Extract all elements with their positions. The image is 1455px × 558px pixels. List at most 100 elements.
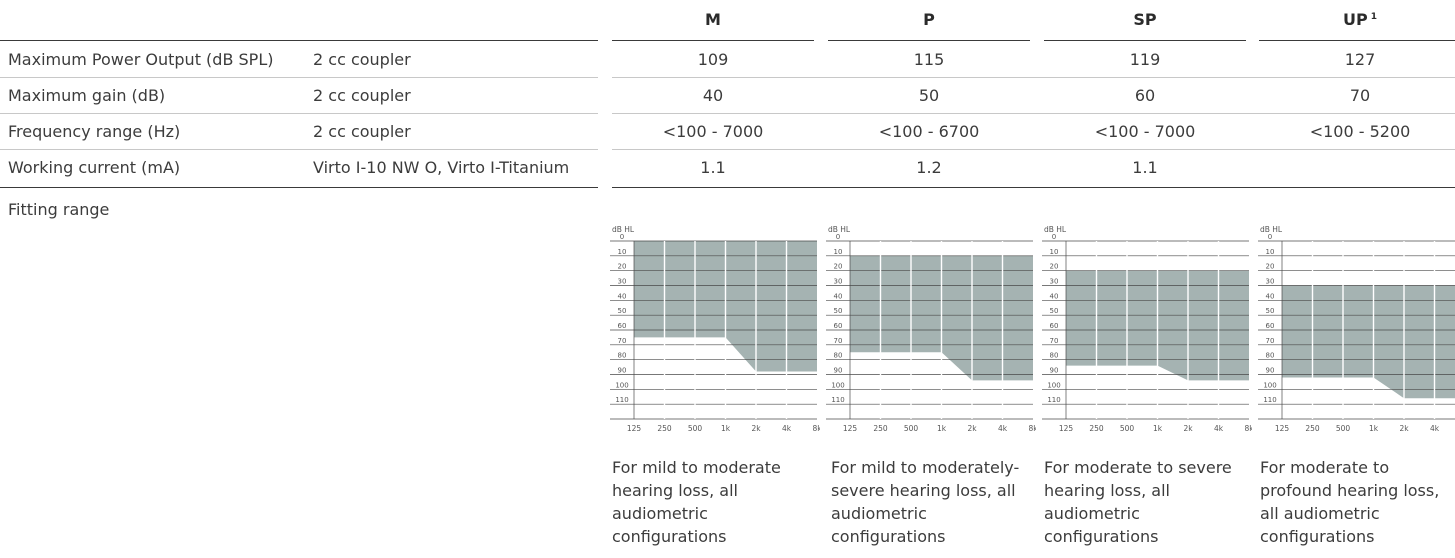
fitting-range-chart-p: dB HL0 10 20 30 40 50 60 70 80 90 100 110 125 250 500 1… [826,225,1036,433]
value-m: 1.1 [700,158,726,177]
y-tick-label: 110 [615,396,628,404]
column-name: M [705,10,721,29]
y-tick-label: 100 [1263,381,1276,389]
y-tick-label: 80 [1266,352,1275,360]
y-tick-label: 0 [1268,233,1272,241]
y-tick-label: 110 [1263,396,1276,404]
value-sp: 60 [1134,86,1156,105]
description-line: audiometric [612,504,708,523]
header-rule [1044,40,1246,41]
value-up [1259,153,1455,183]
description-line: configurations [1044,527,1159,546]
table-row: Maximum Power Output (dB SPL) 2 cc coupl… [0,45,1455,75]
header-rule [612,40,814,41]
y-tick-label: 70 [1266,337,1275,345]
table-row: Maximum gain (dB) 2 cc coupler 40 50 60 … [0,81,1455,111]
fitting-range-chart-sp: dB HL0 10 20 30 40 50 60 70 80 90 100 110 125 250 500 1… [1042,225,1252,433]
description-line: configurations [612,527,727,546]
y-tick-label: 10 [834,248,843,256]
y-tick-label: 70 [1050,337,1059,345]
x-tick-label: 125 [843,424,858,433]
x-tick-label: 250 [657,424,672,433]
description-line: hearing loss, all [612,481,738,500]
y-tick-label: 40 [618,292,627,300]
row-condition: 2 cc coupler [313,122,411,141]
fitting-range-chart-up: dB HL0 10 20 30 40 50 60 70 80 90 100 110 125 250 500 1… [1258,225,1455,433]
x-tick-label: 1k [721,424,731,433]
x-tick-label: 500 [1120,424,1135,433]
x-tick-label: 4k [1430,424,1440,433]
description-line: audiometric [1044,504,1140,523]
x-tick-label: 250 [1305,424,1320,433]
y-tick-label: 20 [1266,263,1275,271]
row-condition: Virto I-10 NW O, Virto I-Titanium [313,158,570,177]
y-unit-label: dB HL [828,225,851,234]
y-tick-label: 60 [1050,322,1059,330]
x-tick-label: 500 [688,424,703,433]
x-tick-label: 2k [1183,424,1193,433]
column-name: UP [1343,10,1368,29]
table-row: Working current (mA) Virto I-10 NW O, Vi… [0,153,1455,183]
x-tick-label: 4k [998,424,1008,433]
y-tick-label: 80 [834,352,843,360]
row-divider [0,149,598,150]
row-divider [612,187,1455,188]
y-tick-label: 90 [834,367,843,375]
y-tick-label: 40 [834,292,843,300]
description-line: configurations [831,527,946,546]
y-tick-label: 30 [1266,278,1275,286]
y-tick-label: 50 [1266,307,1275,315]
row-divider [612,77,1455,78]
x-tick-label: 250 [1089,424,1104,433]
x-tick-label: 125 [1275,424,1290,433]
description-line: For moderate to severe [1044,458,1232,477]
column-header-up: UP 1 [1259,10,1455,32]
x-tick-label: 125 [1059,424,1074,433]
y-tick-label: 110 [831,396,844,404]
x-tick-label: 1k [937,424,947,433]
header-rule [828,40,1030,41]
y-unit-label: dB HL [612,225,635,234]
y-tick-label: 40 [1266,292,1275,300]
x-tick-label: 8k [1244,424,1252,433]
y-tick-label: 30 [834,278,843,286]
x-tick-label: 2k [967,424,977,433]
row-condition: 2 cc coupler [313,86,411,105]
y-tick-label: 80 [1050,352,1059,360]
y-tick-label: 0 [1052,233,1056,241]
x-tick-label: 4k [1214,424,1224,433]
description-sp: For moderate to severe hearing loss, all… [1044,456,1249,548]
y-tick-label: 60 [834,322,843,330]
value-up: 70 [1349,86,1371,105]
y-tick-label: 100 [1047,381,1060,389]
fitting-range-chart-m: dB HL0 10 20 30 40 50 60 70 80 90 100 110 125 250 500 1… [610,225,820,433]
column-header-sp: SP [1044,10,1246,32]
row-divider [0,187,598,188]
value-sp: <100 - 7000 [1094,122,1196,141]
x-tick-label: 1k [1153,424,1163,433]
description-line: all audiometric [1260,504,1380,523]
y-tick-label: 50 [1050,307,1059,315]
y-tick-label: 30 [1050,278,1059,286]
column-header-p: P [828,10,1030,32]
value-m: 40 [702,86,724,105]
y-tick-label: 40 [1050,292,1059,300]
y-tick-label: 0 [836,233,840,241]
y-tick-label: 50 [618,307,627,315]
header-rule [0,40,598,41]
description-line: hearing loss, all [1044,481,1170,500]
description-m: For mild to moderate hearing loss, all a… [612,456,817,548]
x-tick-label: 2k [751,424,761,433]
description-line: profound hearing loss, [1260,481,1440,500]
description-line: For moderate to [1260,458,1390,477]
description-line: For mild to moderately- [831,458,1020,477]
y-tick-label: 20 [834,263,843,271]
value-sp: 119 [1129,50,1161,69]
y-unit-label: dB HL [1260,225,1283,234]
y-tick-label: 70 [618,337,627,345]
y-tick-label: 70 [834,337,843,345]
x-tick-label: 8k [1028,424,1036,433]
y-tick-label: 10 [1050,248,1059,256]
x-tick-label: 250 [873,424,888,433]
y-tick-label: 30 [618,278,627,286]
